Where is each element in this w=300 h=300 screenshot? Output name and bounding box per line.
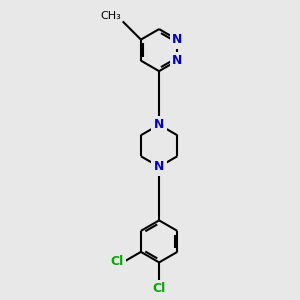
Text: N: N (154, 118, 164, 131)
Text: Cl: Cl (110, 255, 124, 268)
Text: N: N (172, 54, 182, 67)
Text: N: N (154, 160, 164, 173)
Text: Cl: Cl (152, 282, 166, 296)
Text: CH₃: CH₃ (100, 11, 121, 21)
Text: N: N (172, 33, 182, 46)
